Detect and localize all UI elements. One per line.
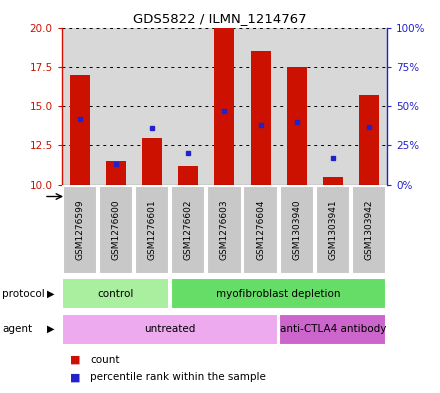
Text: percentile rank within the sample: percentile rank within the sample bbox=[90, 372, 266, 382]
FancyBboxPatch shape bbox=[135, 185, 169, 274]
FancyBboxPatch shape bbox=[316, 185, 350, 274]
Bar bbox=[323, 177, 343, 185]
Text: anti-CTLA4 antibody: anti-CTLA4 antibody bbox=[280, 324, 386, 334]
Bar bbox=[214, 28, 235, 185]
FancyBboxPatch shape bbox=[207, 185, 242, 274]
Bar bbox=[359, 95, 379, 185]
Text: GSM1303940: GSM1303940 bbox=[292, 200, 301, 260]
Text: GSM1276604: GSM1276604 bbox=[256, 200, 265, 260]
FancyBboxPatch shape bbox=[62, 185, 97, 274]
FancyBboxPatch shape bbox=[279, 314, 386, 345]
FancyBboxPatch shape bbox=[171, 185, 205, 274]
FancyBboxPatch shape bbox=[99, 185, 133, 274]
Text: GDS5822 / ILMN_1214767: GDS5822 / ILMN_1214767 bbox=[133, 12, 307, 25]
Text: ■: ■ bbox=[70, 354, 81, 365]
Text: protocol: protocol bbox=[2, 289, 45, 299]
FancyBboxPatch shape bbox=[243, 185, 278, 274]
Bar bbox=[70, 75, 90, 185]
Text: GSM1276600: GSM1276600 bbox=[111, 200, 121, 260]
FancyBboxPatch shape bbox=[171, 278, 386, 309]
Bar bbox=[287, 67, 307, 185]
Text: GSM1276601: GSM1276601 bbox=[147, 200, 157, 260]
Text: agent: agent bbox=[2, 324, 32, 334]
Text: untreated: untreated bbox=[144, 324, 196, 334]
FancyBboxPatch shape bbox=[62, 314, 278, 345]
Text: GSM1276599: GSM1276599 bbox=[75, 200, 84, 260]
Text: GSM1303941: GSM1303941 bbox=[328, 200, 337, 260]
Bar bbox=[106, 161, 126, 185]
Text: GSM1276603: GSM1276603 bbox=[220, 200, 229, 260]
Text: myofibroblast depletion: myofibroblast depletion bbox=[216, 289, 341, 299]
FancyBboxPatch shape bbox=[62, 278, 169, 309]
Text: GSM1303942: GSM1303942 bbox=[365, 200, 374, 260]
Text: ▶: ▶ bbox=[47, 324, 55, 334]
Bar bbox=[178, 166, 198, 185]
Bar bbox=[251, 51, 271, 185]
Text: GSM1276602: GSM1276602 bbox=[184, 200, 193, 260]
FancyBboxPatch shape bbox=[279, 185, 314, 274]
Text: control: control bbox=[98, 289, 134, 299]
Text: ■: ■ bbox=[70, 372, 81, 382]
FancyBboxPatch shape bbox=[352, 185, 386, 274]
Text: count: count bbox=[90, 354, 120, 365]
Text: ▶: ▶ bbox=[47, 289, 55, 299]
Bar bbox=[142, 138, 162, 185]
